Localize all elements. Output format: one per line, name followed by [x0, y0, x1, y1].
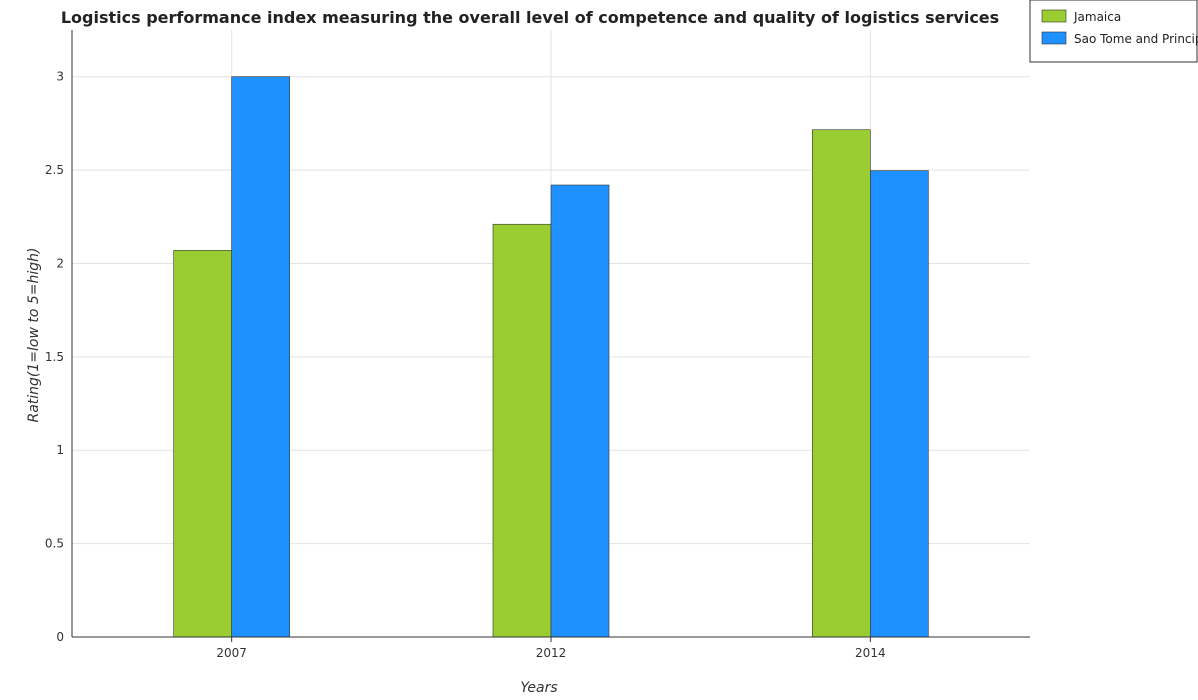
x-tick-label: 2014	[855, 646, 886, 660]
y-tick-label: 2.5	[45, 163, 64, 177]
legend-swatch	[1041, 9, 1067, 23]
legend-swatch	[1041, 31, 1067, 45]
chart-title: Logistics performance index measuring th…	[60, 8, 1000, 27]
bar-jamaica	[492, 223, 552, 638]
legend-label: Sao Tome and Principe	[1074, 32, 1198, 46]
bar-jamaica	[812, 129, 871, 638]
bar-jamaica	[173, 250, 232, 638]
legend: Jamaica Sao Tome and Principe	[1029, 0, 1198, 63]
y-axis-title: Rating(1=low to 5=high)	[26, 247, 42, 422]
y-tick-label: 1.5	[45, 350, 64, 364]
x-tick-label: 2012	[536, 646, 567, 660]
x-axis-title: Years	[520, 680, 557, 696]
bar-sao-tome-and-principe	[231, 76, 290, 638]
y-tick-label: 0.5	[45, 537, 64, 551]
y-tick-label: 0	[56, 630, 64, 644]
y-tick-label: 1	[56, 443, 64, 457]
x-tick-label: 2007	[216, 646, 247, 660]
legend-label: Jamaica	[1073, 10, 1121, 24]
axes: 0 0.5 1 1.5 2 2.5 3 2007 2012 2014	[45, 30, 1030, 660]
y-tick-label: 3	[56, 70, 64, 84]
bar-sao-tome-and-principe	[870, 170, 929, 638]
bar-sao-tome-and-principe	[550, 184, 610, 638]
bars	[173, 76, 929, 638]
y-tick-label: 2	[56, 256, 64, 270]
